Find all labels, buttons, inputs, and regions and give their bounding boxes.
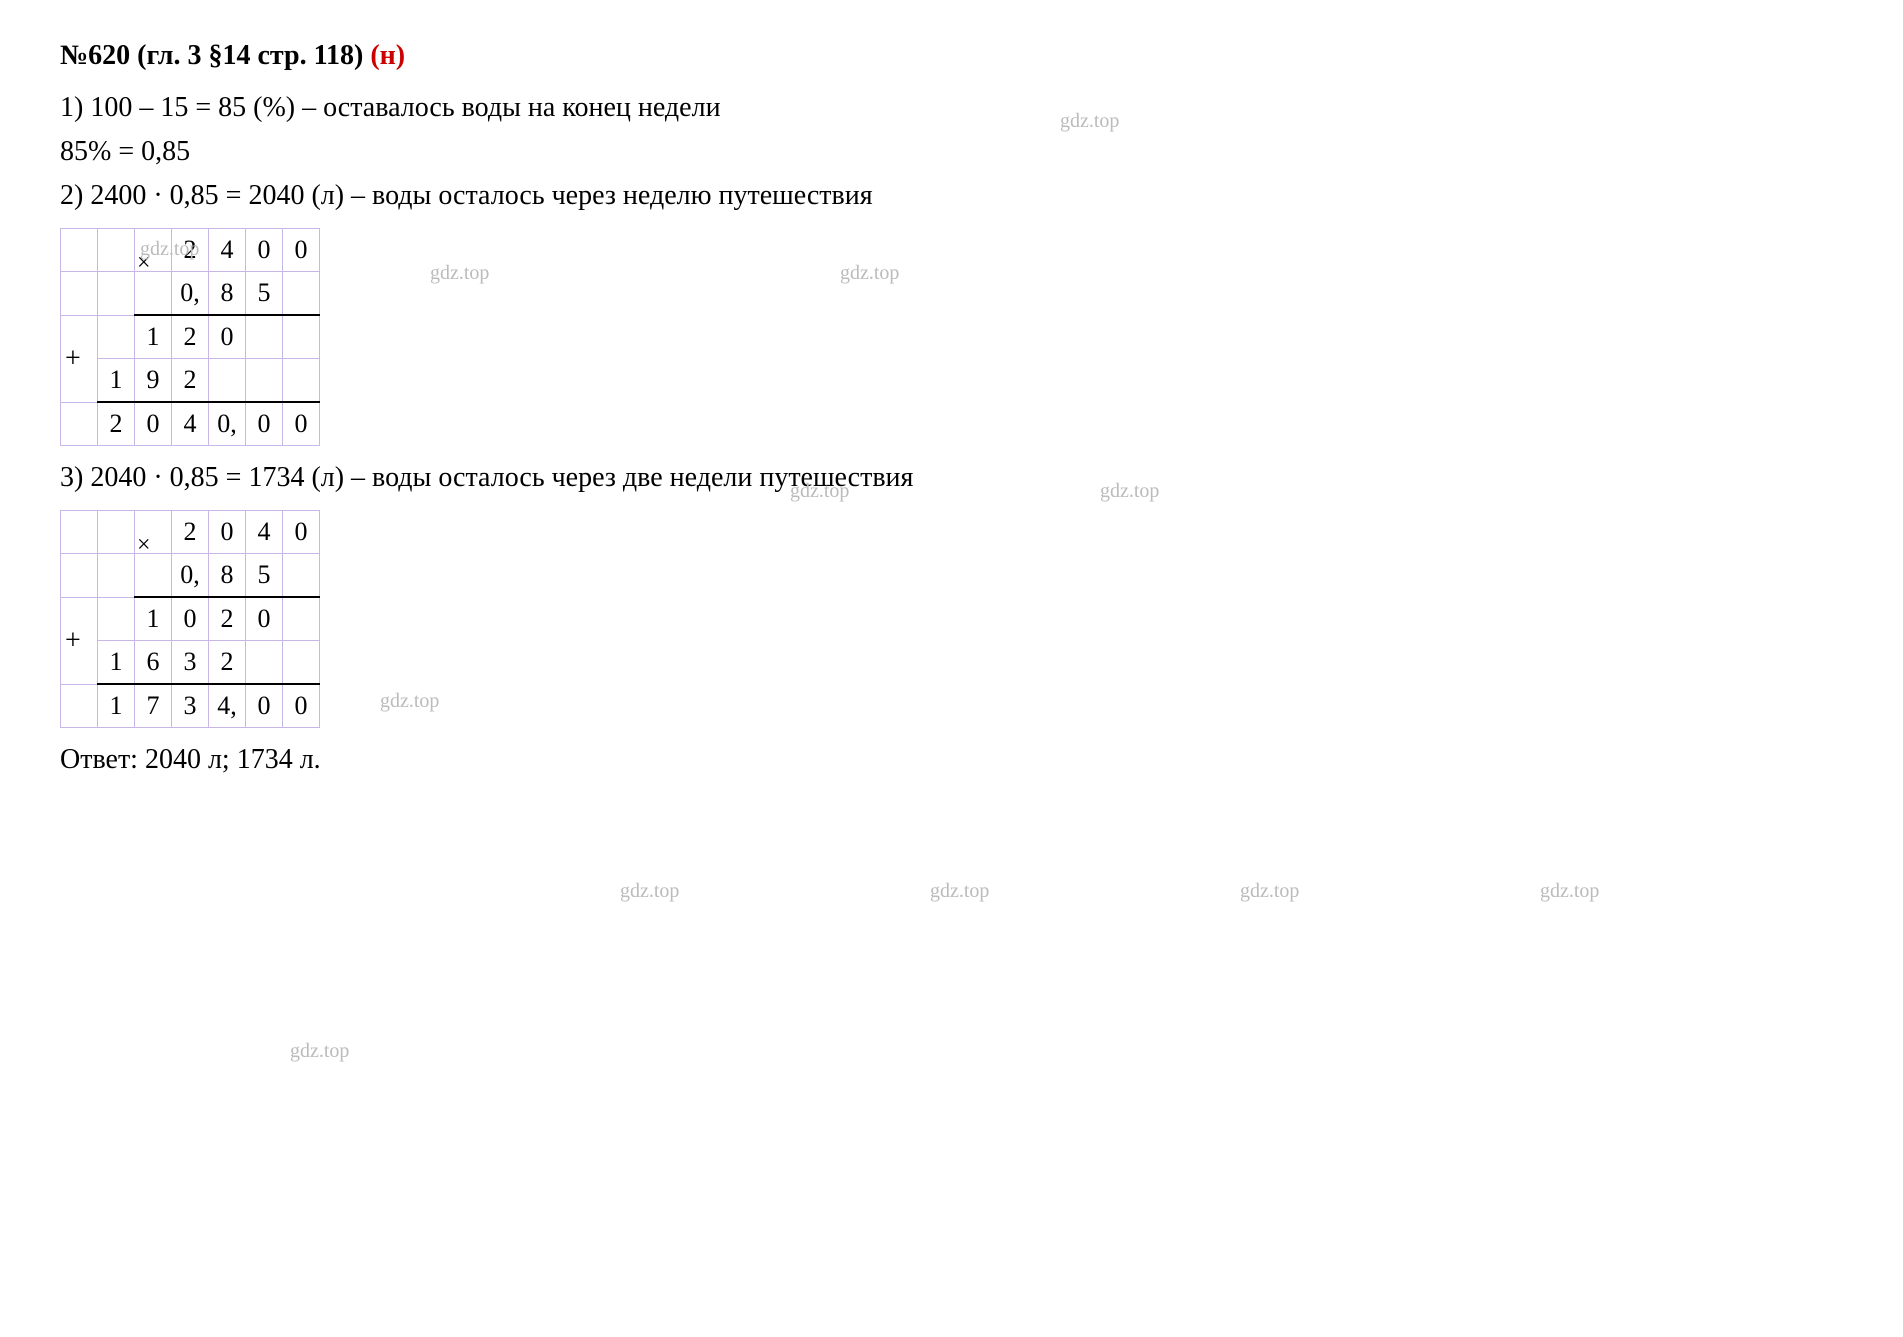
watermark: gdz.top [380,690,439,713]
watermark: gdz.top [620,880,679,903]
watermark: gdz.top [840,262,899,285]
problem-suffix: (н) [370,40,405,71]
watermark: gdz.top [1540,880,1599,903]
calc2-row3: + 1 0 2 0 [61,597,320,641]
watermark: gdz.top [430,262,489,285]
watermark: gdz.top [1100,480,1159,503]
calc1-row4: 1 9 2 [61,359,320,403]
calculation-grid-2: × 2 0 4 0 0, 8 5 + 1 0 2 0 1 6 3 2 1 7 3… [60,510,320,728]
watermark: gdz.top [290,1040,349,1063]
step-3: 3) 2040 · 0,85 = 1734 (л) – воды осталос… [60,462,1843,494]
plus-icon: + [65,343,81,375]
watermark: gdz.top [790,480,849,503]
calc1-row3: + 1 2 0 [61,315,320,359]
watermark: gdz.top [140,238,199,261]
problem-chapter: (гл. 3 §14 стр. 118) [137,40,363,71]
watermark: gdz.top [1240,880,1299,903]
percent-conversion: 85% = 0,85 [60,136,1843,168]
calc1-row2: 0, 8 5 [61,272,320,316]
calc2-row4: 1 6 3 2 [61,641,320,685]
calc2-row1: × 2 0 4 0 [61,511,320,554]
plus-icon: + [65,625,81,657]
step-1: 1) 100 – 15 = 85 (%) – оставалось воды н… [60,92,1843,124]
problem-title: №620 (гл. 3 §14 стр. 118) (н) [60,40,1843,72]
step-2: 2) 2400 · 0,85 = 2040 (л) – воды осталос… [60,180,1843,212]
calc2-row2: 0, 8 5 [61,554,320,598]
watermark: gdz.top [930,880,989,903]
problem-number: №620 [60,40,130,71]
calc1-row5: 2 0 4 0, 0 0 [61,402,320,446]
calc2-row5: 1 7 3 4, 0 0 [61,684,320,728]
watermark: gdz.top [1060,110,1119,133]
answer: Ответ: 2040 л; 1734 л. [60,744,1843,776]
